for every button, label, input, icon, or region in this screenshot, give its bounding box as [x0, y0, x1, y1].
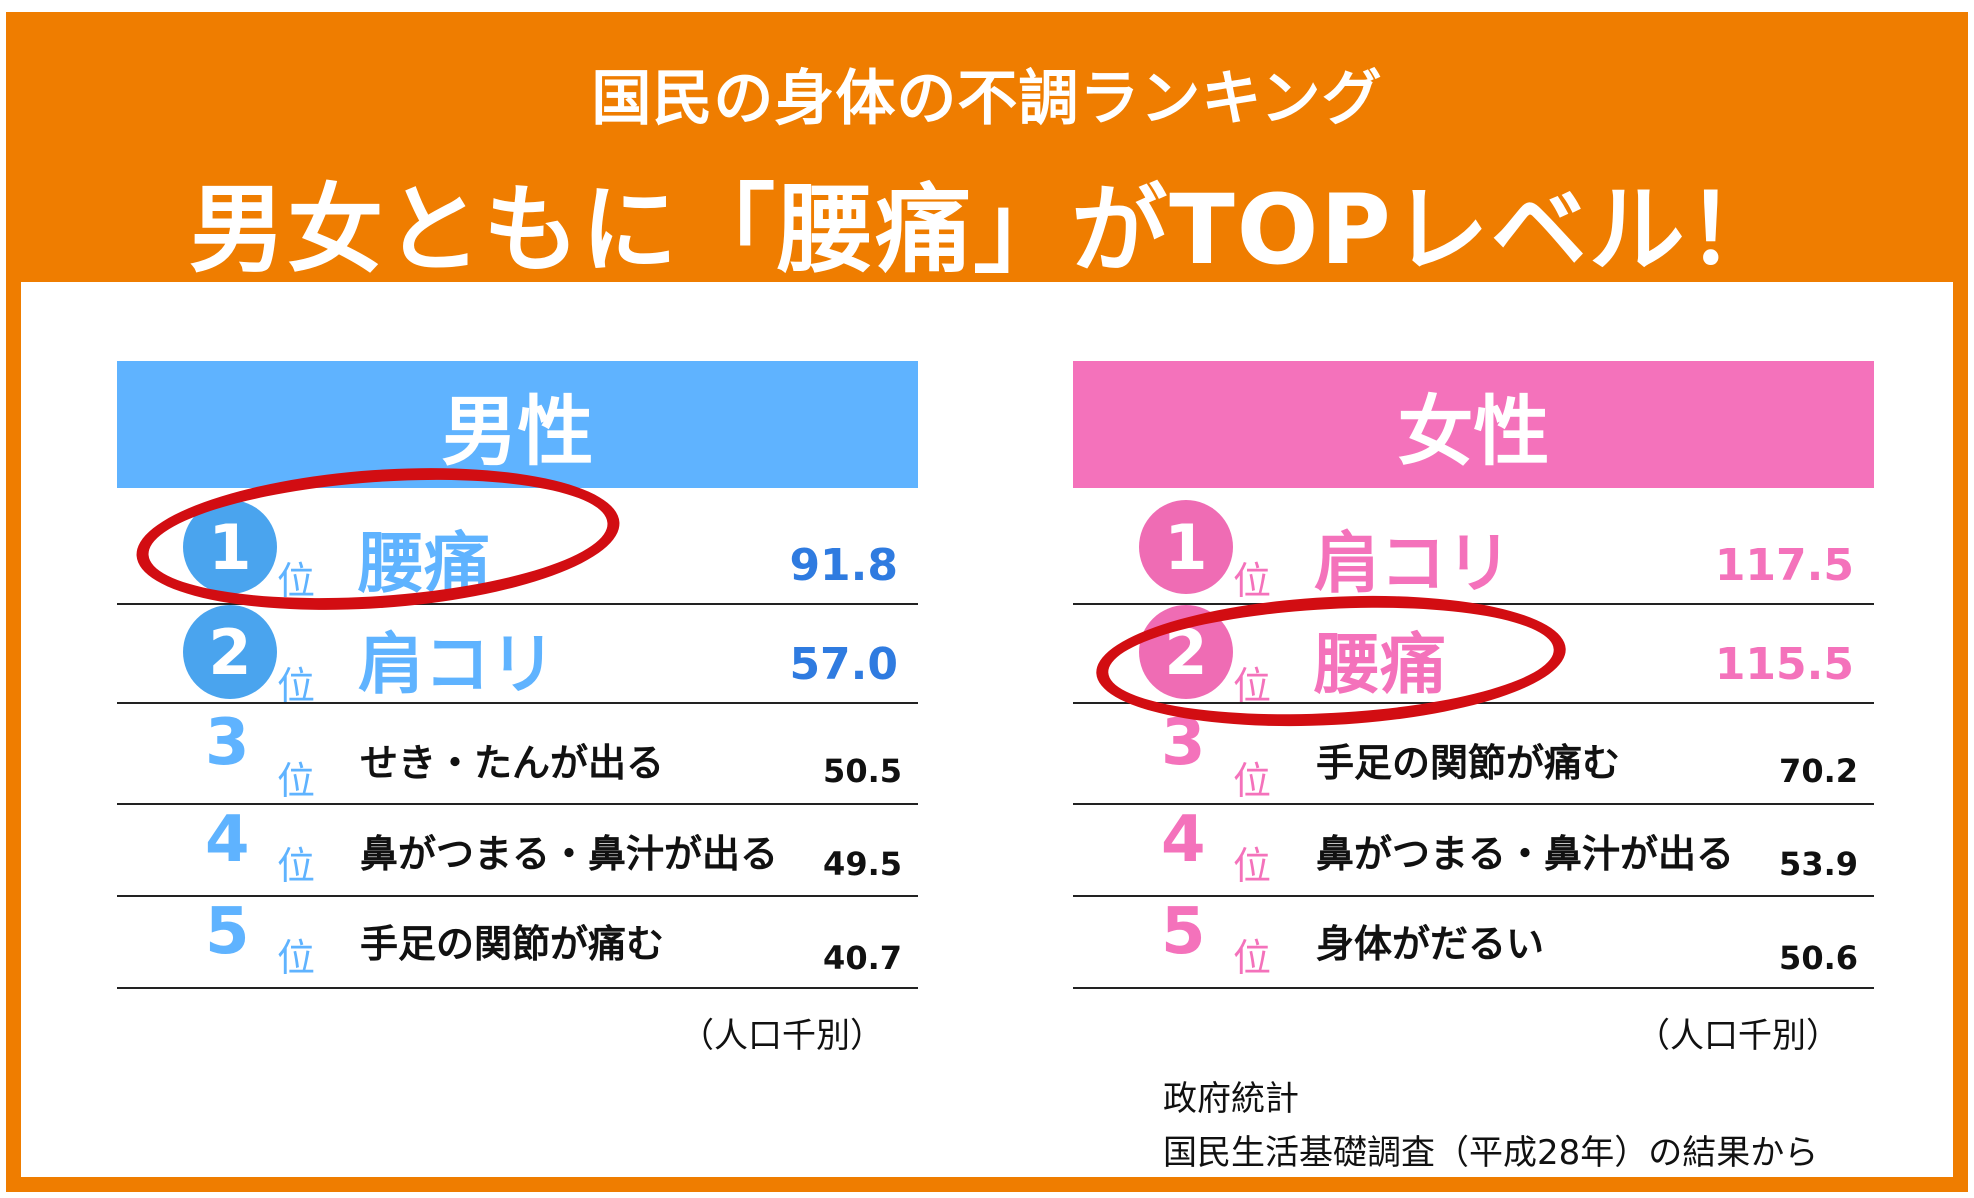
banner-subtitle: 国民の身体の不調ランキング	[591, 64, 1383, 134]
symptom-value: 70.2	[1779, 752, 1858, 790]
table-row: 1 位 腰痛 91.8	[117, 488, 918, 605]
rank-unit: 位	[1233, 844, 1272, 888]
symptom-label: 腰痛	[1314, 626, 1446, 703]
table-row: 5 位 手足の関節が痛む 40.7	[117, 895, 918, 989]
symptom-label: 肩コリ	[1314, 525, 1512, 602]
title-banner: 国民の身体の不調ランキング 男女ともに「腰痛」がTOPレベル！	[6, 12, 1968, 286]
table-row: 5 位 身体がだるい 50.6	[1073, 895, 1874, 989]
symptom-value: 40.7	[823, 939, 902, 977]
rank-number: 3	[205, 706, 250, 780]
rank-number: 4	[205, 803, 250, 877]
rank-number: 4	[1161, 803, 1206, 877]
rank-unit: 位	[1233, 936, 1272, 980]
symptom-label: 手足の関節が痛む	[360, 922, 665, 966]
symptom-value: 49.5	[823, 845, 902, 883]
male-ranking-panel: 男性 1 位 腰痛 91.8 2 位 肩コリ 57.0 3 位 せき・たんが出る…	[117, 361, 918, 989]
rank-badge: 2	[183, 605, 277, 699]
table-row: 4 位 鼻がつまる・鼻汁が出る 53.9	[1073, 803, 1874, 897]
source-note: 政府統計 国民生活基礎調査（平成28年）の結果から	[1163, 1072, 1818, 1180]
rank-unit: 位	[277, 559, 316, 603]
rank-unit: 位	[277, 844, 316, 888]
source-line-2: 国民生活基礎調査（平成28年）の結果から	[1163, 1133, 1819, 1173]
rank-unit: 位	[277, 664, 316, 708]
rank-number: 5	[1161, 895, 1206, 969]
table-row: 3 位 手足の関節が痛む 70.2	[1073, 704, 1874, 805]
rank-badge: 1	[1139, 500, 1233, 594]
female-header: 女性	[1073, 361, 1874, 488]
rank-badge: 1	[183, 500, 277, 594]
rank-unit: 位	[277, 936, 316, 980]
female-unit-note: （人口千別）	[1636, 1016, 1840, 1056]
rank-unit: 位	[277, 759, 316, 803]
symptom-value: 50.6	[1779, 939, 1858, 977]
symptom-label: 鼻がつまる・鼻汁が出る	[360, 832, 779, 876]
symptom-label: せき・たんが出る	[360, 741, 665, 785]
symptom-label: 腰痛	[358, 525, 490, 602]
symptom-label: 手足の関節が痛む	[1316, 741, 1621, 785]
rank-badge: 2	[1139, 605, 1233, 699]
rank-unit: 位	[1233, 559, 1272, 603]
source-line-1: 政府統計	[1163, 1079, 1299, 1119]
table-row: 2 位 肩コリ 57.0	[117, 605, 918, 708]
symptom-value: 53.9	[1779, 845, 1858, 883]
table-row: 2 位 腰痛 115.5	[1073, 605, 1874, 708]
female-ranking-panel: 女性 1 位 肩コリ 117.5 2 位 腰痛 115.5 3 位 手足の関節が…	[1073, 361, 1874, 989]
table-row: 1 位 肩コリ 117.5	[1073, 488, 1874, 605]
table-row: 4 位 鼻がつまる・鼻汁が出る 49.5	[117, 803, 918, 897]
symptom-value: 115.5	[1714, 639, 1854, 690]
male-header: 男性	[117, 361, 918, 488]
symptom-label: 鼻がつまる・鼻汁が出る	[1316, 832, 1735, 876]
rank-number: 5	[205, 895, 250, 969]
rank-unit: 位	[1233, 664, 1272, 708]
rank-unit: 位	[1233, 759, 1272, 803]
rank-number: 3	[1161, 706, 1206, 780]
symptom-label: 肩コリ	[358, 626, 556, 703]
symptom-value: 91.8	[789, 540, 898, 591]
symptom-value: 50.5	[823, 752, 902, 790]
symptom-value: 117.5	[1714, 540, 1854, 591]
table-row: 3 位 せき・たんが出る 50.5	[117, 704, 918, 805]
male-unit-note: （人口千別）	[680, 1016, 884, 1056]
orange-border	[6, 12, 1968, 1192]
banner-title: 男女ともに「腰痛」がTOPレベル！	[189, 174, 1785, 286]
symptom-label: 身体がだるい	[1316, 922, 1545, 966]
symptom-value: 57.0	[789, 639, 898, 690]
